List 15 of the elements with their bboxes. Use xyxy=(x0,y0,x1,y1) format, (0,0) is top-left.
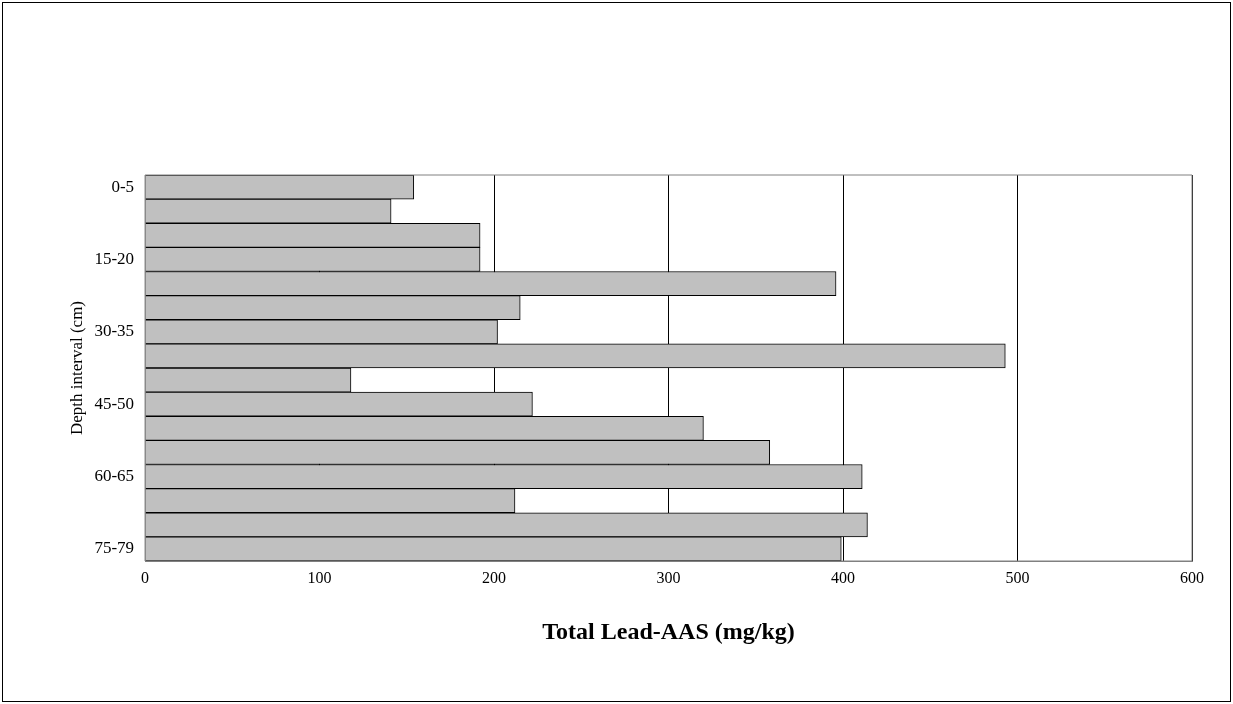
x-axis-title: Total Lead-AAS (mg/kg) xyxy=(542,617,795,644)
x-tick-label: 300 xyxy=(656,568,681,586)
y-tick-label: 60-65 xyxy=(94,466,135,486)
y-tick-label: 75-79 xyxy=(94,538,135,558)
y-tick-label: 0-5 xyxy=(111,176,135,196)
x-tick-label: 400 xyxy=(831,568,856,586)
x-tick-label: 100 xyxy=(307,568,332,586)
y-axis-title: Depth interval (cm) xyxy=(66,300,86,436)
x-tick-label: 600 xyxy=(1180,568,1204,586)
x-tick-label: 0 xyxy=(141,568,150,586)
y-tick-label: 45-50 xyxy=(94,393,135,413)
x-tick-label: 500 xyxy=(1005,568,1030,586)
y-tick-label: 30-35 xyxy=(94,321,135,341)
y-tick-label: 15-20 xyxy=(94,248,135,268)
x-tick-label: 200 xyxy=(482,568,507,586)
